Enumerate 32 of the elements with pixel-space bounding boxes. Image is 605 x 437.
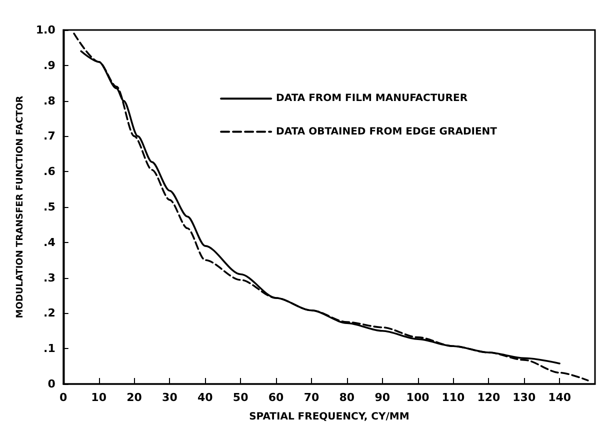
y-axis-title: MODULATION TRANSFER FUNCTION FACTOR xyxy=(16,96,26,318)
x-tick-label: 80 xyxy=(339,391,355,404)
line-series xyxy=(73,32,589,382)
x-tick-label: 20 xyxy=(126,391,142,404)
y-tick-label: .1 xyxy=(44,342,56,356)
y-tick-label: .4 xyxy=(44,236,56,249)
x-tick-label: 140 xyxy=(548,391,572,404)
y-tick-label: 0 xyxy=(48,378,56,390)
legend-label: DATA OBTAINED FROM EDGE GRADIENT xyxy=(276,126,498,138)
x-tick-label: 120 xyxy=(477,391,500,404)
y-tick-label: .8 xyxy=(44,94,56,108)
x-tick-label: 100 xyxy=(406,391,430,404)
x-axis-title: SPATIAL FREQUENCY, CY/MM xyxy=(249,412,410,422)
x-tick-label: 40 xyxy=(197,391,214,404)
y-tick-label: .5 xyxy=(44,200,56,214)
x-tick-label: 110 xyxy=(442,391,466,404)
x-tick-label: 130 xyxy=(512,391,536,404)
x-tick-label: 60 xyxy=(268,391,284,404)
y-tick-label: 1.0 xyxy=(36,24,56,36)
x-tick-label: 90 xyxy=(374,391,390,404)
x-tick-label: 70 xyxy=(304,391,320,404)
y-tick-label: .6 xyxy=(44,165,56,178)
y-tick-label: .9 xyxy=(44,58,56,72)
y-tick-label: .7 xyxy=(44,130,56,143)
x-tick-label: 50 xyxy=(232,391,249,404)
x-tick-label: 10 xyxy=(91,391,107,404)
y-tick-label: .3 xyxy=(44,271,56,284)
legend-label: DATA FROM FILM MANUFACTURER xyxy=(276,93,468,104)
y-tick-label: .2 xyxy=(44,306,56,320)
x-tick-label: 0 xyxy=(60,391,68,404)
x-tick-label: 30 xyxy=(162,391,178,404)
line-series xyxy=(80,50,560,364)
